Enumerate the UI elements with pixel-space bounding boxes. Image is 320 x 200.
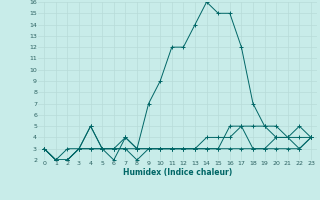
- X-axis label: Humidex (Indice chaleur): Humidex (Indice chaleur): [123, 168, 232, 177]
